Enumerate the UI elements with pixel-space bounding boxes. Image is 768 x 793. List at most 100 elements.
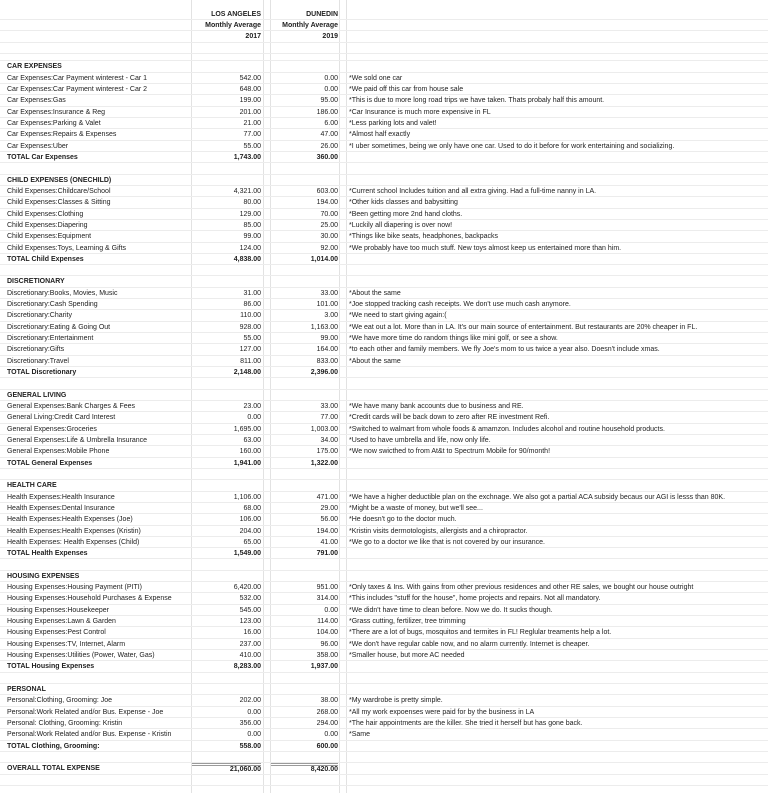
cell[interactable] <box>192 175 261 185</box>
expense-row-note[interactable]: *We have a higher deductible plan on the… <box>349 493 726 501</box>
expense-row-los-angeles[interactable]: 0.00 <box>247 708 261 716</box>
expense-row-note[interactable]: *There are a lot of bugs, mosquitos and … <box>349 629 612 637</box>
expense-row-note[interactable]: *The hair appointments are the killer. S… <box>349 719 583 727</box>
expense-row-note[interactable]: *Kristin visits dermotologists, allergis… <box>349 527 528 535</box>
expense-row-dunedin[interactable]: 194.00 <box>316 527 338 535</box>
expense-row-los-angeles[interactable]: 124.00 <box>239 244 261 252</box>
expense-row-note[interactable]: *to each other and family members. We fl… <box>349 346 660 354</box>
expense-row-los-angeles[interactable]: 545.00 <box>239 606 261 614</box>
expense-row-los-angeles[interactable]: 1,106.00 <box>233 493 261 501</box>
total-row-label[interactable]: TOTAL Health Expenses <box>7 550 88 558</box>
section-title[interactable]: GENERAL LIVING <box>7 391 67 399</box>
expense-row-label[interactable]: Car Expenses:Insurance & Reg <box>7 108 106 116</box>
expense-row-dunedin[interactable]: 0.00 <box>324 86 338 94</box>
expense-row-label[interactable]: Car Expenses:Uber <box>7 142 69 150</box>
expense-row-dunedin[interactable]: 99.00 <box>320 335 338 343</box>
expense-row-los-angeles[interactable]: 410.00 <box>239 652 261 660</box>
cell[interactable] <box>271 276 338 286</box>
expense-row-label[interactable]: Personal: Clothing, Grooming: Kristin <box>7 719 123 727</box>
total-row-los-angeles[interactable]: 1,549.00 <box>233 550 261 558</box>
expense-row-label[interactable]: Car Expenses:Gas <box>7 97 66 105</box>
cell[interactable] <box>271 480 338 490</box>
expense-row-dunedin[interactable]: 164.00 <box>316 346 338 354</box>
expense-row-note[interactable]: *This is due to more long road trips we … <box>349 97 605 105</box>
cell[interactable] <box>271 390 338 400</box>
expense-row-los-angeles[interactable]: 6,420.00 <box>233 584 261 592</box>
total-row-dunedin[interactable]: 791.00 <box>316 550 338 558</box>
expense-row-dunedin[interactable]: 26.00 <box>320 142 338 150</box>
total-row-note[interactable] <box>349 254 768 264</box>
total-row-los-angeles[interactable]: 1,743.00 <box>233 153 261 161</box>
expense-row-los-angeles[interactable]: 80.00 <box>243 199 261 207</box>
expense-row-dunedin[interactable]: 92.00 <box>320 244 338 252</box>
cell[interactable] <box>192 480 261 490</box>
expense-row-los-angeles[interactable]: 21.00 <box>243 120 261 127</box>
total-row-label[interactable]: TOTAL Car Expenses <box>7 153 78 161</box>
expense-row-dunedin[interactable]: 314.00 <box>316 595 338 603</box>
expense-row-note[interactable]: *We now swicthed to from At&t to Spectru… <box>349 448 551 456</box>
total-row-dunedin[interactable]: 360.00 <box>316 153 338 161</box>
expense-row-note[interactable]: *This includes "stuff for the house", ho… <box>349 595 601 603</box>
expense-row-note[interactable]: *Credit cards will be back down to zero … <box>349 414 550 422</box>
expense-row-note[interactable]: *Current school Includes tuition and all… <box>349 187 597 195</box>
expense-row-label[interactable]: Housing Expenses:Pest Control <box>7 629 106 637</box>
expense-row-note[interactable]: *Things like bike seats, headphones, bac… <box>349 233 499 241</box>
expense-row-los-angeles[interactable]: 85.00 <box>243 221 261 229</box>
expense-row-note[interactable]: *Might be a waste of money, but we'll se… <box>349 504 483 512</box>
cell[interactable] <box>349 571 768 581</box>
expense-row-label[interactable]: Discretionary:Entertainment <box>7 335 94 343</box>
expense-row-los-angeles[interactable]: 77.00 <box>243 131 261 139</box>
expense-row-label[interactable]: Discretionary:Charity <box>7 312 72 320</box>
expense-row-los-angeles[interactable]: 202.00 <box>239 697 261 705</box>
expense-row-los-angeles[interactable]: 110.00 <box>240 312 261 320</box>
expense-row-los-angeles[interactable]: 237.00 <box>239 640 261 648</box>
expense-row-dunedin[interactable]: 101.00 <box>316 301 338 309</box>
section-title[interactable]: CHILD EXPENSES (ONECHILD) <box>7 176 112 184</box>
expense-row-note[interactable]: *Switched to walmart from whole foods & … <box>349 425 665 433</box>
expense-row-label[interactable]: Child Expenses:Diapering <box>7 221 88 229</box>
total-row-los-angeles[interactable]: 558.00 <box>239 742 261 750</box>
header-cell[interactable] <box>349 31 768 41</box>
total-row-note[interactable] <box>349 661 768 671</box>
expense-row-label[interactable]: Car Expenses:Parking & Valet <box>7 120 101 127</box>
expense-row-note[interactable]: *We sold one car <box>349 74 403 82</box>
total-row-los-angeles[interactable]: 2,148.00 <box>233 369 261 377</box>
total-row-label[interactable]: TOTAL General Expenses <box>7 459 93 467</box>
expense-row-los-angeles[interactable]: 1,695.00 <box>233 425 261 433</box>
expense-row-label[interactable]: Car Expenses:Repairs & Expenses <box>7 131 117 139</box>
expense-row-dunedin[interactable]: 603.00 <box>316 187 338 195</box>
expense-row-note[interactable]: *Car Insurance is much more expensive in… <box>349 108 491 116</box>
expense-row-note[interactable]: *We didn't have time to clean before. No… <box>349 606 553 614</box>
expense-row-note[interactable]: *We have more time do random things like… <box>349 335 558 343</box>
expense-row-dunedin[interactable]: 38.00 <box>320 697 338 705</box>
expense-row-los-angeles[interactable]: 160.00 <box>239 448 261 456</box>
expense-row-los-angeles[interactable]: 31.00 <box>243 289 261 297</box>
expense-row-dunedin[interactable]: 471.00 <box>316 493 338 501</box>
expense-row-label[interactable]: Health Expenses:Health Expenses (Kristin… <box>7 527 141 535</box>
expense-row-dunedin[interactable]: 3.00 <box>324 312 338 320</box>
header-cell[interactable] <box>349 9 768 19</box>
section-title[interactable]: HOUSING EXPENSES <box>7 572 80 580</box>
header-cell[interactable] <box>7 20 189 30</box>
expense-row-note[interactable]: *Smaller house, but more AC needed <box>349 652 465 660</box>
total-row-dunedin[interactable]: 1,322.00 <box>310 459 338 467</box>
expense-row-los-angeles[interactable]: 356.00 <box>239 719 261 727</box>
cell[interactable] <box>271 61 338 71</box>
expense-row-dunedin[interactable]: 25.00 <box>320 221 338 229</box>
expense-row-label[interactable]: General Living:Credit Card Interest <box>7 414 116 422</box>
expense-row-note[interactable]: *Same <box>349 731 371 739</box>
total-row-note[interactable] <box>349 548 768 558</box>
expense-row-note[interactable]: *About the same <box>349 357 401 365</box>
expense-row-los-angeles[interactable]: 55.00 <box>243 142 261 150</box>
overall-total-row-los-angeles[interactable]: 21,060.00 <box>192 763 261 773</box>
expense-row-los-angeles[interactable]: 199.00 <box>239 97 261 105</box>
expense-row-note[interactable]: *All my work expoenses were paid for by … <box>349 708 535 716</box>
expense-row-los-angeles[interactable]: 106.00 <box>239 516 261 524</box>
section-title[interactable]: PERSONAL <box>7 686 46 693</box>
expense-row-label[interactable]: Discretionary:Eating & Going Out <box>7 323 111 331</box>
expense-row-los-angeles[interactable]: 0.00 <box>247 731 261 739</box>
cell[interactable] <box>192 61 261 71</box>
expense-row-los-angeles[interactable]: 65.00 <box>243 538 261 546</box>
expense-row-label[interactable]: Child Expenses:Equipment <box>7 233 92 241</box>
expense-row-dunedin[interactable]: 358.00 <box>316 652 338 660</box>
